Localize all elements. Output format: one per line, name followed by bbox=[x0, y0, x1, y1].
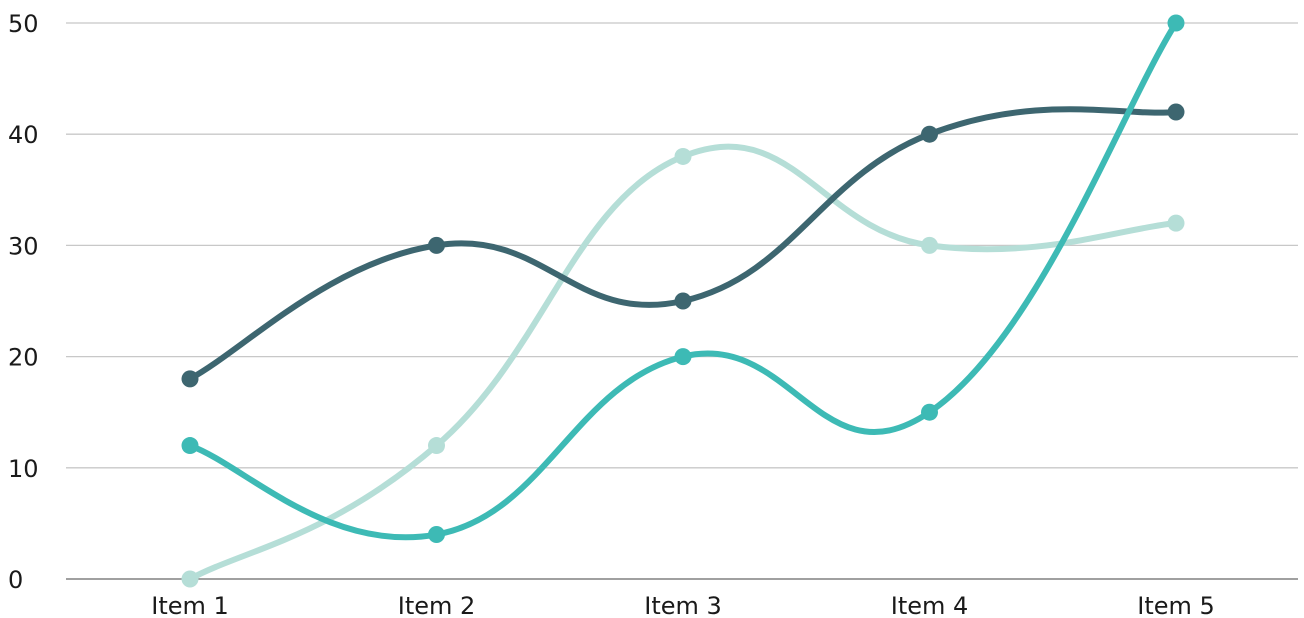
data-point bbox=[181, 370, 199, 388]
x-tick-label: Item 3 bbox=[644, 592, 722, 618]
x-tick-label: Item 1 bbox=[151, 592, 229, 618]
x-tick-label: Item 4 bbox=[891, 592, 969, 618]
data-point bbox=[181, 570, 199, 588]
data-point bbox=[428, 236, 445, 254]
data-point bbox=[1167, 214, 1185, 232]
series-3 bbox=[181, 14, 1185, 544]
data-point bbox=[674, 147, 692, 165]
data-point bbox=[921, 125, 938, 143]
y-tick-label: 30 bbox=[8, 232, 39, 260]
data-point bbox=[1167, 103, 1185, 121]
x-tick-label: Item 5 bbox=[1137, 592, 1215, 618]
data-point bbox=[181, 437, 199, 455]
y-axis-tick-labels: 0 10 20 30 40 50 bbox=[8, 10, 39, 594]
series-line bbox=[187, 143, 1179, 582]
series-2 bbox=[181, 103, 1185, 388]
x-axis-tick-labels: Item 1 Item 2 Item 3 Item 4 Item 5 bbox=[151, 592, 1215, 618]
data-point bbox=[674, 292, 692, 310]
y-tick-label: 0 bbox=[8, 566, 23, 594]
series-group bbox=[181, 14, 1185, 588]
data-point bbox=[674, 348, 692, 366]
data-point bbox=[428, 437, 445, 455]
y-tick-label: 50 bbox=[8, 10, 39, 38]
y-tick-label: 20 bbox=[8, 344, 39, 372]
y-tick-label: 40 bbox=[8, 121, 39, 149]
data-point bbox=[921, 403, 938, 421]
data-point bbox=[1167, 14, 1185, 32]
y-tick-label: 10 bbox=[8, 455, 39, 483]
data-point bbox=[921, 236, 938, 254]
data-point bbox=[428, 526, 445, 544]
x-tick-label: Item 2 bbox=[398, 592, 476, 618]
series-line bbox=[187, 20, 1179, 541]
series-1 bbox=[181, 143, 1185, 588]
